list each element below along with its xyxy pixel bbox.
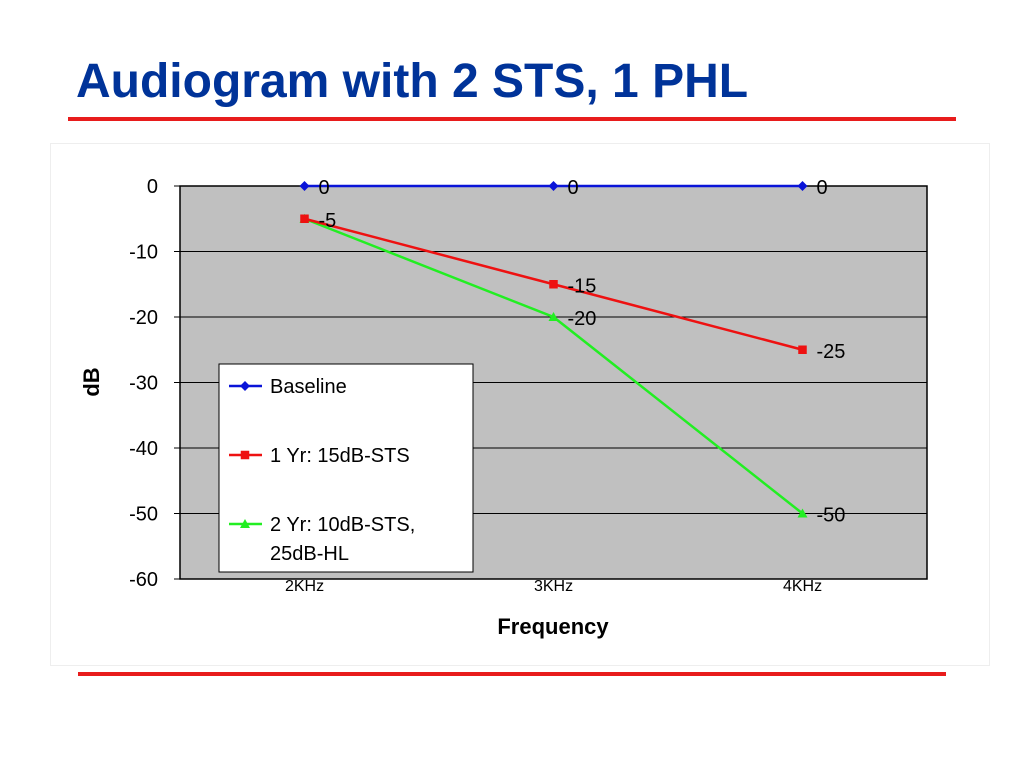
y-axis-label: dB bbox=[79, 367, 104, 396]
y-tick-label: -20 bbox=[129, 307, 158, 329]
marker-triangle bbox=[548, 312, 559, 321]
legend-label: 1 Yr: 15dB-STS bbox=[270, 445, 410, 467]
data-label: -5 bbox=[319, 210, 337, 232]
legend-label: 2 Yr: 10dB-STS, bbox=[270, 514, 415, 536]
data-label: -20 bbox=[568, 308, 597, 330]
x-tick-label: 3KHz bbox=[534, 578, 573, 595]
y-tick-label: -10 bbox=[129, 242, 158, 264]
marker-triangle bbox=[240, 519, 250, 528]
data-label: -15 bbox=[568, 275, 597, 297]
legend-label: 25dB-HL bbox=[270, 543, 349, 565]
y-axis: 0 -10 -20 -30 -40 -50 -60 bbox=[129, 176, 180, 591]
y-tick-label: -40 bbox=[129, 438, 158, 460]
x-axis-label: Frequency bbox=[497, 614, 609, 639]
series: 0 0 0 -5 -15 -25 -20 -50 bbox=[299, 177, 846, 527]
marker-square bbox=[240, 450, 250, 460]
marker-square bbox=[798, 345, 807, 354]
marker-triangle bbox=[797, 508, 808, 518]
data-label: -25 bbox=[817, 341, 846, 363]
series-0 bbox=[299, 181, 808, 191]
data-label: 0 bbox=[817, 177, 828, 199]
legend-entry-1: 1 Yr: 15dB-STS bbox=[229, 445, 410, 467]
slide-title: Audiogram with 2 STS, 1 PHL bbox=[76, 55, 749, 108]
legend-label: Baseline bbox=[270, 376, 347, 398]
footer-rule bbox=[78, 672, 946, 676]
marker-diamond bbox=[797, 181, 808, 191]
legend-box bbox=[218, 363, 474, 573]
y-tick-label: -60 bbox=[129, 569, 158, 591]
data-label: -50 bbox=[817, 505, 846, 527]
chart-frame bbox=[50, 143, 990, 666]
x-tick-label: 4KHz bbox=[783, 578, 822, 595]
y-tick-label: 0 bbox=[147, 176, 158, 198]
x-tick-label: 2KHz bbox=[285, 578, 324, 595]
series-1 bbox=[300, 214, 807, 354]
marker-diamond bbox=[240, 381, 250, 391]
x-axis: 2KHz 3KHz 4KHz bbox=[285, 578, 822, 595]
marker-square bbox=[549, 280, 558, 289]
title-underline bbox=[68, 117, 956, 121]
legend-entry-0: Baseline bbox=[229, 376, 347, 398]
y-tick-label: -50 bbox=[129, 504, 158, 526]
marker-diamond bbox=[299, 181, 310, 191]
marker-square bbox=[300, 214, 309, 223]
legend-entry-2: 2 Yr: 10dB-STS, 25dB-HL bbox=[229, 514, 415, 565]
marker-diamond bbox=[548, 181, 559, 191]
y-tick-label: -30 bbox=[129, 373, 158, 395]
legend: Baseline 1 Yr: 15dB-STS 2 Yr: 10dB-STS, 25d… bbox=[218, 363, 474, 573]
data-label: 0 bbox=[319, 177, 330, 199]
data-label: 0 bbox=[568, 177, 579, 199]
